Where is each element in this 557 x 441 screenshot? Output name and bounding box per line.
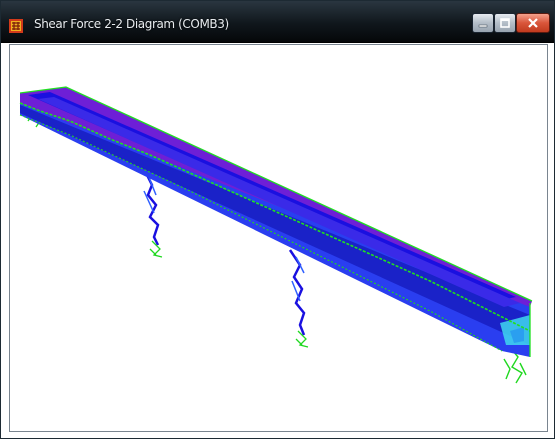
window-title: Shear Force 2-2 Diagram (COMB3)	[34, 17, 229, 31]
bridge-model-drawing	[19, 86, 533, 384]
minimize-icon	[478, 24, 488, 28]
minimize-button[interactable]	[472, 13, 494, 33]
model-viewport[interactable]	[9, 44, 548, 432]
close-icon	[528, 18, 538, 28]
pier-1	[140, 164, 163, 258]
close-button[interactable]	[516, 13, 550, 33]
title-bar[interactable]: Shear Force 2-2 Diagram (COMB3)	[1, 1, 554, 43]
bridge-deck	[19, 86, 533, 357]
pier-2	[288, 249, 309, 348]
maximize-button[interactable]	[494, 13, 516, 33]
sap2000-icon	[9, 19, 23, 33]
maximize-icon	[500, 18, 510, 28]
